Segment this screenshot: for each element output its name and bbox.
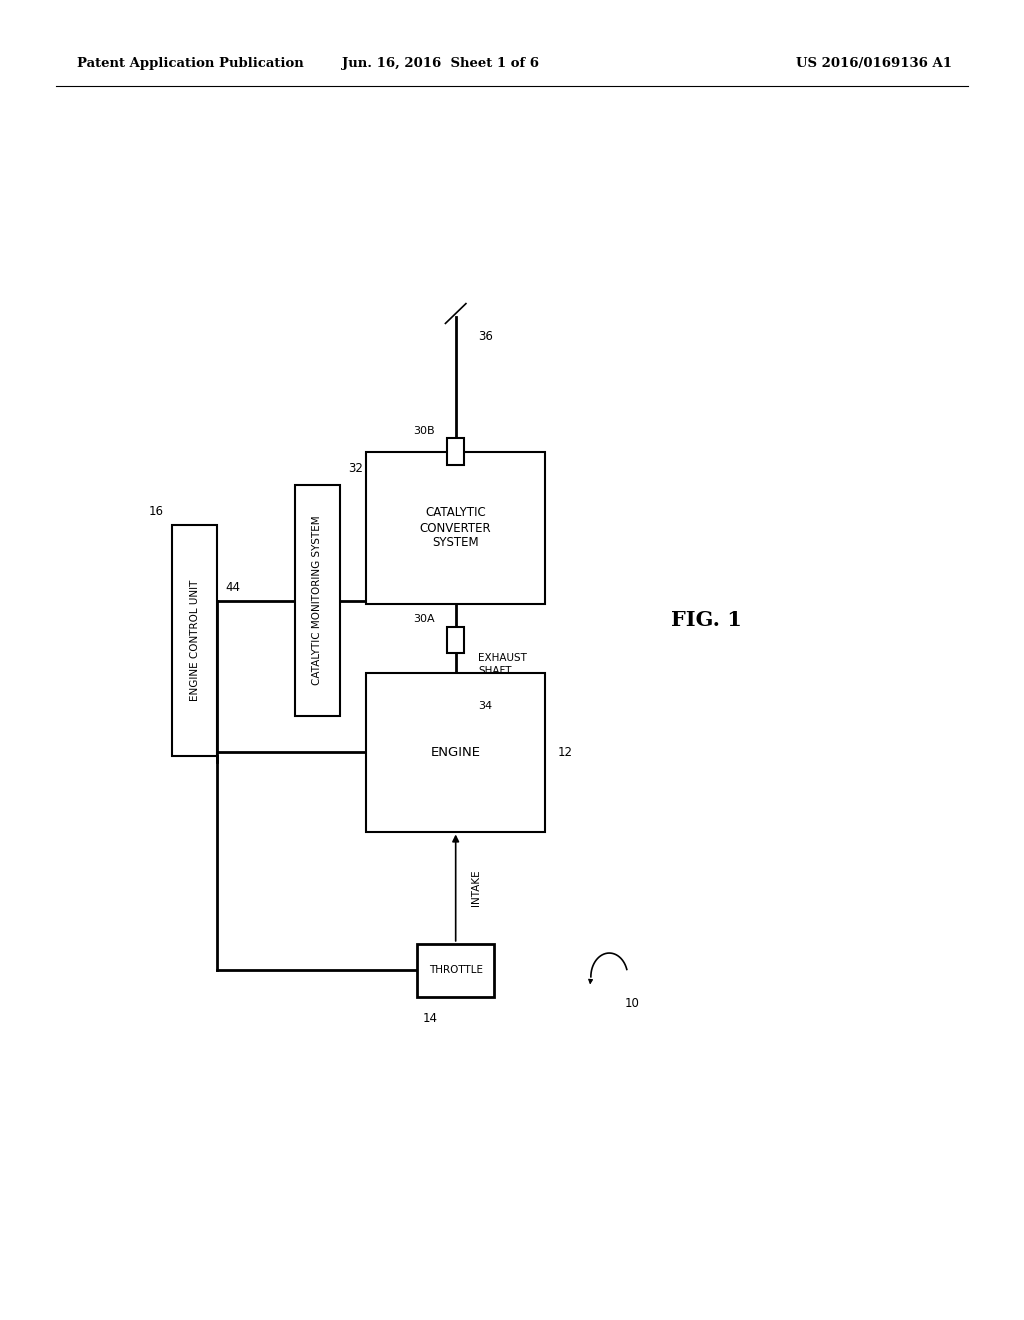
Text: 32: 32 bbox=[348, 462, 364, 474]
Text: INTAKE: INTAKE bbox=[471, 870, 481, 906]
Text: 44: 44 bbox=[225, 581, 241, 594]
Text: Jun. 16, 2016  Sheet 1 of 6: Jun. 16, 2016 Sheet 1 of 6 bbox=[342, 57, 539, 70]
Text: Patent Application Publication: Patent Application Publication bbox=[77, 57, 303, 70]
Text: 36: 36 bbox=[478, 330, 494, 343]
Text: ENGINE: ENGINE bbox=[431, 746, 480, 759]
Bar bbox=[367, 673, 545, 832]
Bar bbox=[295, 484, 340, 715]
Text: 30B: 30B bbox=[414, 425, 435, 436]
Text: 10: 10 bbox=[625, 997, 640, 1010]
Text: US 2016/0169136 A1: US 2016/0169136 A1 bbox=[797, 57, 952, 70]
Text: 12: 12 bbox=[557, 746, 572, 759]
Text: 30A: 30A bbox=[414, 614, 435, 624]
Bar bbox=[418, 944, 495, 997]
Text: ENGINE CONTROL UNIT: ENGINE CONTROL UNIT bbox=[189, 579, 200, 701]
Text: CATALYTIC
CONVERTER
SYSTEM: CATALYTIC CONVERTER SYSTEM bbox=[420, 507, 492, 549]
Bar bbox=[172, 525, 217, 755]
Text: EXHAUST
SHAFT: EXHAUST SHAFT bbox=[478, 653, 527, 676]
Text: 16: 16 bbox=[148, 506, 164, 517]
Bar bbox=[367, 451, 545, 605]
Bar bbox=[447, 627, 464, 653]
Text: FIG. 1: FIG. 1 bbox=[671, 610, 742, 631]
Bar bbox=[447, 438, 464, 465]
Text: CATALYTIC MONITORING SYSTEM: CATALYTIC MONITORING SYSTEM bbox=[312, 516, 323, 685]
Text: 34: 34 bbox=[478, 701, 493, 711]
Text: 14: 14 bbox=[423, 1012, 437, 1026]
Text: THROTTLE: THROTTLE bbox=[429, 965, 482, 975]
